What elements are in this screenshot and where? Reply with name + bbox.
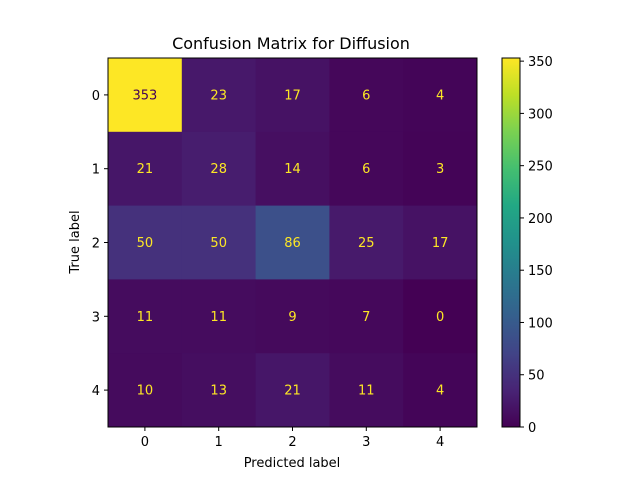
- y-tick-label: 0: [92, 89, 100, 104]
- cell-value-label: 14: [284, 162, 301, 177]
- y-axis-ticks: 0 1 2 3 4: [92, 89, 108, 399]
- heatmap-cell: [403, 205, 478, 280]
- colorbar: [501, 57, 521, 428]
- heatmap-cell: [181, 131, 257, 207]
- x-tick-label: 0: [141, 435, 149, 450]
- chart-title: Confusion Matrix for Diffusion: [172, 34, 410, 53]
- heatmap-cell: [181, 205, 257, 280]
- cell-value-label: 17: [284, 88, 301, 103]
- heatmap-cell: [403, 131, 478, 207]
- cell-value-label: 25: [358, 236, 375, 251]
- heatmap-cell: [108, 205, 183, 280]
- cell-value-label: 3: [436, 162, 444, 177]
- cell-value-label: 50: [210, 236, 227, 251]
- cell-value-label: 6: [362, 88, 370, 103]
- colorbar-tick-label: 350: [528, 55, 553, 70]
- colorbar-ticks: 0 50 100 150 200 250 300 350: [520, 55, 553, 436]
- heatmap-cell: [329, 205, 404, 280]
- heatmap-cell: [181, 279, 257, 354]
- x-axis-ticks: 0 1 2 3 4: [141, 427, 444, 450]
- y-tick-label: 3: [92, 310, 100, 325]
- x-tick-label: 2: [288, 435, 296, 450]
- heatmap-cell: [329, 58, 404, 133]
- heatmap-cell: [403, 279, 478, 354]
- cell-value-label: 4: [436, 384, 444, 399]
- colorbar-tick-label: 200: [528, 212, 553, 227]
- cell-value-label: 86: [284, 236, 301, 251]
- cell-value-label: 4: [436, 88, 444, 103]
- cell-value-label: 13: [210, 384, 227, 399]
- x-axis-label: Predicted label: [244, 456, 341, 471]
- cell-value-label: 10: [137, 384, 154, 399]
- heatmap-cell: [255, 131, 330, 207]
- y-tick-label: 1: [92, 163, 100, 178]
- heatmap-cell: [108, 279, 183, 354]
- colorbar-tick-label: 150: [528, 264, 553, 279]
- cell-value-label: 9: [288, 310, 296, 325]
- y-tick-label: 2: [92, 237, 100, 252]
- cell-value-label: 353: [132, 88, 157, 103]
- heatmap-cell: [255, 279, 330, 354]
- heatmap-cell: [181, 58, 257, 133]
- cell-value-label: 21: [137, 162, 154, 177]
- colorbar-tick-label: 50: [528, 369, 545, 384]
- colorbar-tick-label: 300: [528, 107, 553, 122]
- cell-value-label: 11: [137, 310, 154, 325]
- heatmap-cell: [255, 205, 330, 280]
- heatmap-cell: [255, 58, 330, 133]
- heatmap-cell: [255, 353, 330, 428]
- colorbar-tick-label: 250: [528, 160, 553, 175]
- colorbar-tick-label: 0: [528, 421, 536, 436]
- y-tick-label: 4: [92, 384, 100, 399]
- x-tick-label: 4: [436, 435, 444, 450]
- x-tick-label: 1: [215, 435, 223, 450]
- cell-value-label: 23: [210, 88, 227, 103]
- cell-value-label: 17: [432, 236, 449, 251]
- x-tick-label: 3: [362, 435, 370, 450]
- heatmap-cell: [108, 131, 183, 207]
- heatmap-cell: [329, 279, 404, 354]
- cell-value-label: 28: [210, 162, 227, 177]
- heatmap-cell: [403, 353, 478, 428]
- heatmap-cell: [181, 353, 257, 428]
- heatmap-cell: [329, 131, 404, 207]
- colorbar-tick-label: 100: [528, 316, 553, 331]
- cell-value-label: 0: [436, 310, 444, 325]
- cell-value-label: 50: [137, 236, 154, 251]
- heatmap-cells: 353 23 17 6 4 21 28 14 6 3 50 50 86 25 17 11 11 9 7 0 10 13 21…: [108, 58, 478, 428]
- heatmap-cell: [329, 353, 404, 428]
- heatmap-cell: [108, 58, 183, 133]
- cell-value-label: 7: [362, 310, 370, 325]
- cell-value-label: 6: [362, 162, 370, 177]
- heatmap-cell: [108, 353, 183, 428]
- heatmap-cell: [403, 58, 478, 133]
- y-axis-label: True label: [68, 210, 83, 274]
- cell-value-label: 21: [284, 384, 301, 399]
- cell-value-label: 11: [210, 310, 227, 325]
- cell-value-label: 11: [358, 384, 375, 399]
